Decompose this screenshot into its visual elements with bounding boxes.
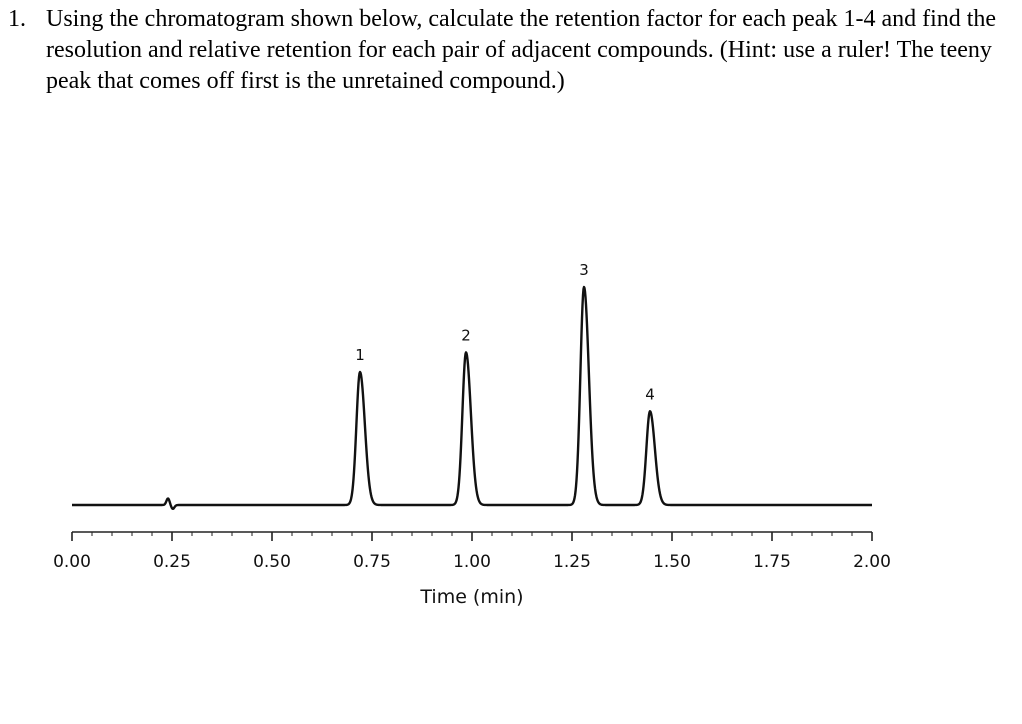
question-number: 1. <box>8 6 26 32</box>
x-tick-label: 1.00 <box>453 552 491 572</box>
x-axis-title: Time (min) <box>419 586 523 608</box>
x-tick-label: 1.75 <box>753 552 791 572</box>
peak-2-label: 2 <box>461 326 471 344</box>
chromatogram-trace <box>71 285 873 511</box>
x-tick-label: 0.75 <box>353 552 391 572</box>
plot-area: 0.00 0.25 0.50 0.75 1.00 1.25 1.50 1.75 2.00 1 2 3 4 <box>53 261 891 572</box>
chromatogram-chart: 0.00 0.25 0.50 0.75 1.00 1.25 1.50 1.75 2.00 1 2 3 4… <box>53 261 891 608</box>
peak-3-label: 3 <box>579 261 589 279</box>
peak-1-label: 1 <box>355 346 365 364</box>
peak-4-label: 4 <box>645 385 655 403</box>
x-tick-label: 2.00 <box>853 552 891 572</box>
question-text: Using the chromatogram shown below, calc… <box>46 6 997 94</box>
x-tick-label: 0.25 <box>153 552 191 572</box>
x-tick-label: 0.50 <box>253 552 291 572</box>
x-tick-label: 1.50 <box>653 552 691 572</box>
x-tick-label: 1.25 <box>553 552 591 572</box>
x-tick-label: 0.00 <box>53 552 91 572</box>
